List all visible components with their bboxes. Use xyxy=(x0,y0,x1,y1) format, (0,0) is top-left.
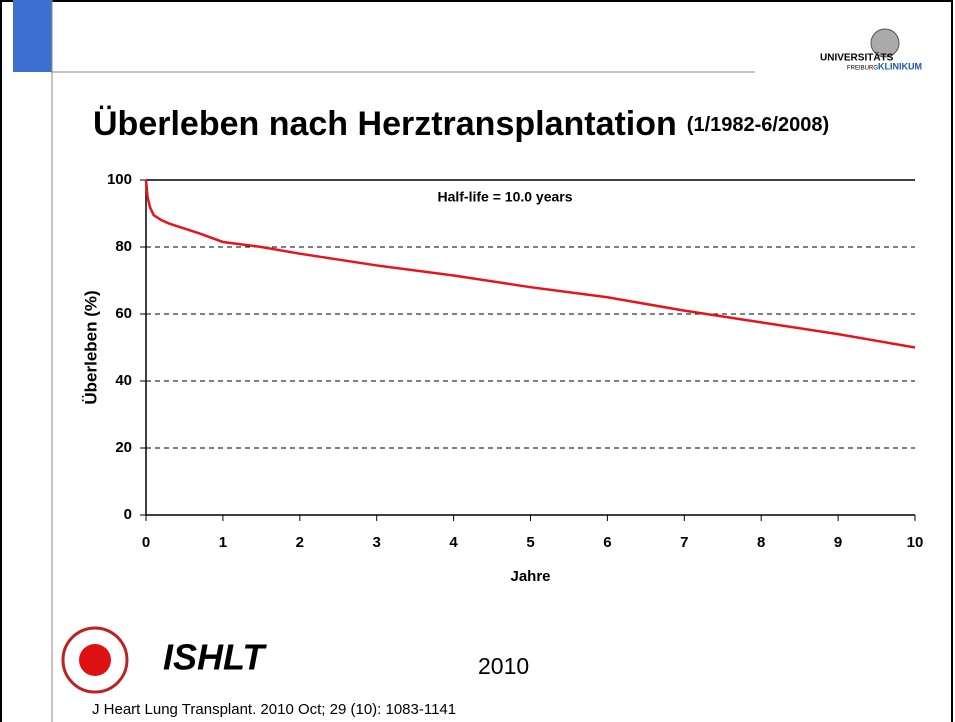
y-tick-label: 40 xyxy=(115,372,132,389)
x-tick-label: 0 xyxy=(142,534,150,551)
x-tick-label: 4 xyxy=(449,534,458,551)
x-tick-label: 5 xyxy=(526,534,534,551)
title-suffix: (1/1982-6/2008) xyxy=(687,114,829,136)
x-tick-label: 9 xyxy=(834,534,842,551)
y-tick-label: 0 xyxy=(124,506,132,523)
ishlt-logo-inner xyxy=(79,644,111,676)
logo-text: UNIVERSITÄTS xyxy=(820,51,894,64)
x-tick-label: 2 xyxy=(296,534,304,551)
x-tick-label: 6 xyxy=(603,534,611,551)
y-tick-label: 100 xyxy=(107,171,132,188)
survival-line xyxy=(144,179,916,349)
logo: UNIVERSITÄTS FREIBURG KLINIKUM xyxy=(820,28,922,72)
x-tick-label: 3 xyxy=(373,534,381,551)
org: ISHLT xyxy=(163,637,267,678)
blue-block xyxy=(13,0,52,72)
title: Überleben nach Herztransplantation xyxy=(93,105,677,143)
x-axis-label: Jahre xyxy=(510,568,550,585)
annotation: Half-life = 10.0 years xyxy=(437,189,572,205)
chart: 0 20 40 60 80 100 0 1 2 3 4 5 6 7 8 9 10 Jahre Überleben (… xyxy=(81,171,923,585)
logo-seal xyxy=(870,28,900,58)
y-tick-label: 80 xyxy=(115,238,132,255)
y-tick-label: 20 xyxy=(115,439,132,456)
y-tick-label: 60 xyxy=(115,305,132,322)
x-tick-label: 8 xyxy=(757,534,765,551)
slide-title: Überleben nach Herztransplantation (1/198… xyxy=(93,105,829,143)
logo-text: KLINIKUM xyxy=(878,61,922,71)
x-tick-label: 1 xyxy=(219,534,227,551)
x-tick-label: 10 xyxy=(907,534,924,551)
x-tick-label: 7 xyxy=(680,534,688,551)
year: 2010 xyxy=(478,653,529,679)
footer: ISHLT 2010 J Heart Lung Transplant. 2010… xyxy=(61,626,529,718)
logo-text: FREIBURG xyxy=(847,66,878,72)
y-axis-label: Überleben (%) xyxy=(81,290,100,404)
citation: J Heart Lung Transplant. 2010 Oct; 29 (1… xyxy=(92,701,456,718)
